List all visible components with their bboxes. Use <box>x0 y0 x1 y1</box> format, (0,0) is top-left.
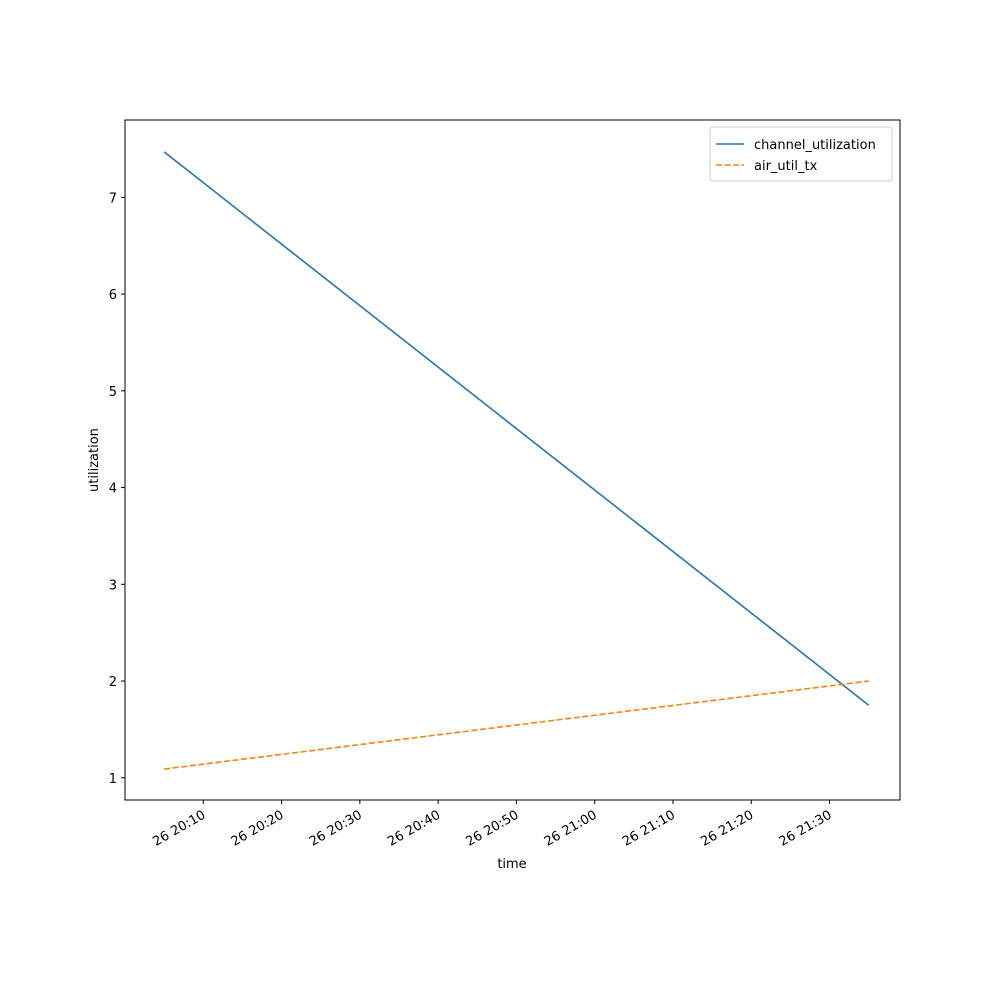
y-tick-label: 1 <box>109 772 117 787</box>
y-tick-label: 3 <box>109 578 117 593</box>
y-tick-label: 5 <box>109 385 117 400</box>
y-tick-label: 2 <box>109 675 117 690</box>
legend-label: channel_utilization <box>754 138 876 153</box>
series-line <box>164 680 869 770</box>
x-axis-label: time <box>497 857 526 872</box>
series-line <box>163 151 870 706</box>
legend-label: air_util_tx <box>754 159 818 174</box>
y-tick-label: 6 <box>109 288 117 303</box>
y-tick-label: 7 <box>109 191 117 206</box>
y-axis-label: utilization <box>87 428 102 492</box>
plot-frame <box>124 119 901 801</box>
y-tick-label: 4 <box>109 482 117 497</box>
legend-box <box>709 126 893 182</box>
